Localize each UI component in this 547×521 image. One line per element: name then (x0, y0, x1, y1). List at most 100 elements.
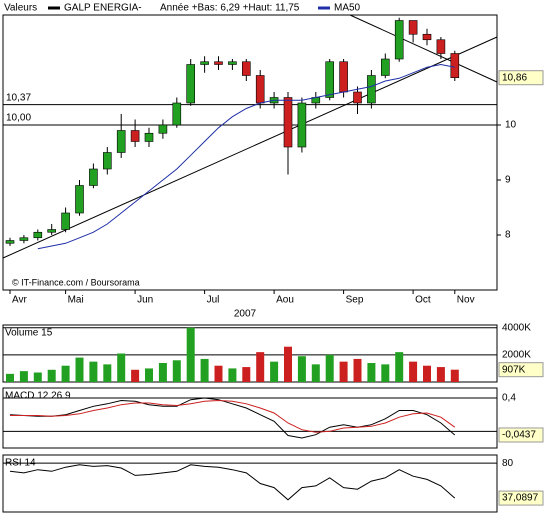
x-tick-label: Nov (457, 295, 475, 306)
volume-bar (409, 361, 418, 382)
volume-bar (381, 364, 390, 382)
volume-bar (6, 373, 14, 382)
volume-bar (172, 360, 181, 382)
candle-body (228, 61, 237, 65)
volume-bar (325, 354, 334, 382)
candle-body (214, 61, 223, 65)
volume-bar (186, 327, 195, 382)
volume-bar (75, 357, 84, 382)
volume-bar (311, 364, 320, 382)
volume-bar (242, 367, 251, 382)
volume-bar (47, 369, 56, 382)
last-value-label: 10,86 (502, 72, 527, 83)
legend-label: GALP ENERGIA- (64, 3, 142, 14)
candle-body (283, 97, 293, 148)
candle-body (103, 152, 112, 170)
trend-line (2, 36, 498, 259)
candle-body (367, 75, 376, 104)
header-label: Valeurs (4, 3, 37, 14)
last-value-label: 37,0897 (502, 493, 539, 504)
candle-body (325, 61, 335, 98)
x-tick-label: Jun (137, 295, 153, 306)
last-value-label: -0,0437 (502, 430, 536, 441)
level-label: 10,37 (6, 92, 31, 103)
year-label: 2007 (234, 309, 257, 320)
volume-bar (450, 369, 459, 382)
candle-body (242, 61, 251, 76)
candle-body (61, 212, 70, 230)
last-value-box (498, 427, 544, 443)
panel-frame (2, 454, 498, 513)
y-tick-label: 4000K (502, 322, 531, 333)
last-value-box (498, 490, 544, 506)
volume-bar (33, 372, 42, 382)
volume-bar (214, 365, 223, 382)
x-tick-label: Oct (415, 295, 431, 306)
y-tick-label: 80 (502, 458, 514, 469)
candle-body (255, 75, 265, 104)
y-tick-label: 10 (505, 120, 517, 131)
volume-bar (89, 361, 98, 382)
candle-body (33, 231, 43, 239)
volume-bar (256, 352, 265, 382)
x-tick-label: Avr (12, 295, 27, 306)
header-range: Année +Bas: 6,29 +Haut: 11,75 (160, 3, 300, 14)
candle-body (144, 132, 154, 142)
candle-body (339, 61, 348, 93)
y-tick-label: 2000K (502, 349, 531, 360)
volume-bar (103, 364, 112, 382)
panel-frame (2, 14, 498, 291)
volume-bar (131, 369, 140, 382)
level-label: 10,00 (6, 113, 31, 124)
y-tick-label: 0,4 (502, 393, 516, 404)
candle-body (116, 130, 126, 153)
candle-body (422, 33, 432, 41)
x-tick-label: Mai (68, 295, 84, 306)
candle-body (5, 240, 15, 244)
candle-body (75, 185, 84, 214)
volume-bar (423, 365, 431, 382)
panel-frame (2, 387, 498, 449)
candle-body (450, 53, 460, 79)
panel-title: RSI 14 (5, 458, 36, 469)
panel-title: MACD 12 26 9 (5, 391, 71, 402)
volume-bar (339, 361, 348, 382)
last-value-label: 907K (502, 364, 526, 375)
candle-body (130, 130, 140, 142)
candle-body (436, 39, 446, 54)
volume-bar (117, 353, 126, 382)
volume-bar (19, 371, 28, 382)
volume-bar (145, 368, 153, 382)
candle-body (380, 58, 390, 76)
volume-bar (200, 358, 209, 382)
candle-body (158, 124, 168, 134)
legend-label: MA50 (334, 3, 361, 14)
x-tick-label: Aou (276, 295, 294, 306)
volume-bar (367, 363, 376, 382)
volume-bar (284, 346, 292, 382)
volume-bar (158, 363, 167, 382)
candle-body (19, 237, 29, 241)
volume-bar (353, 358, 362, 382)
candle-body (89, 168, 98, 186)
series-line (37, 63, 455, 250)
x-tick-label: Sep (346, 295, 364, 306)
candle-body (172, 102, 182, 126)
volume-bar (297, 356, 306, 382)
y-tick-label: 9 (505, 175, 511, 186)
volume-bar (436, 367, 445, 382)
y-tick-label: 8 (505, 230, 511, 241)
candle-body (47, 229, 57, 233)
series-line (9, 464, 456, 501)
volume-bar (395, 352, 404, 382)
volume-bar (270, 361, 279, 382)
series-line (10, 399, 456, 433)
x-tick-label: Jul (207, 295, 220, 306)
volume-bar (61, 365, 70, 382)
trend-line (349, 14, 498, 83)
panel-title: Volume 15 (5, 328, 53, 339)
series-line (9, 397, 456, 439)
candle-body (394, 20, 404, 60)
